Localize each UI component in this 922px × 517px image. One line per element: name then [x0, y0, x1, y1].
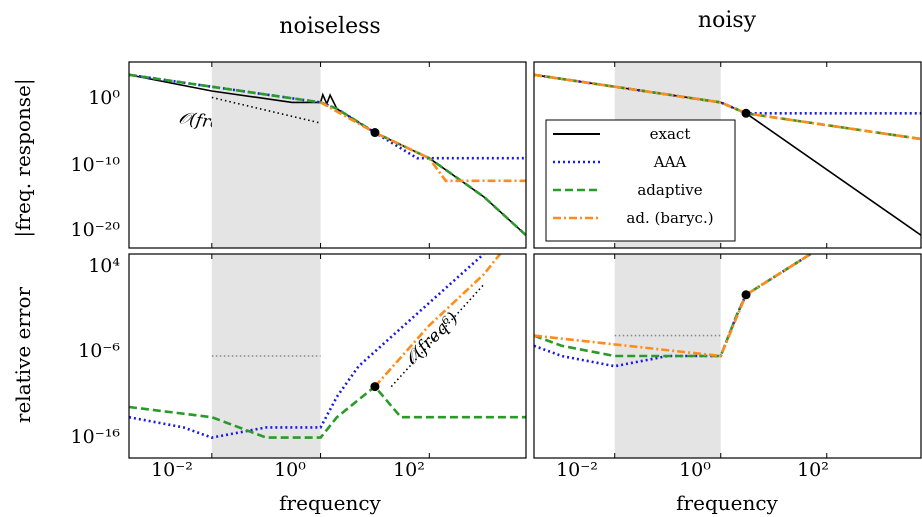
- legend-box: [545, 119, 736, 242]
- series-aaa-2: [129, 254, 485, 439]
- series-ad-baryc-2: [373, 254, 502, 388]
- panel-frame-0: [128, 61, 527, 249]
- series-ad-baryc-3: [534, 254, 813, 358]
- series-exact-0: [129, 74, 526, 236]
- slope-annotation-bottom: 𝒪(freq⁶): [401, 309, 462, 370]
- series-adaptive-0: [129, 73, 526, 237]
- legend-label-exact: exact: [650, 125, 691, 143]
- y-axis-label-top: |freq. response|: [11, 78, 36, 237]
- legend: exact AAA adaptive ad. (baryc.): [545, 119, 736, 242]
- series-adaptive-3: [534, 254, 813, 358]
- column-title-noisy: noisy: [698, 8, 757, 33]
- y-tick-top-2: 10⁻¹⁰: [71, 154, 121, 176]
- x-axis-label-right: frequency: [676, 491, 778, 515]
- series-ad-baryc-1: [534, 73, 921, 141]
- x-tick-left-2: 10⁰: [274, 459, 306, 481]
- panels: [128, 61, 922, 459]
- series-adaptive-2: [129, 384, 526, 439]
- series-aaa-1: [534, 73, 921, 115]
- panel-frame-3: [533, 253, 922, 459]
- x-tick-right-2: 10⁰: [679, 459, 711, 481]
- legend-label-aaa: AAA: [653, 153, 687, 171]
- reference-line-0: [211, 96, 321, 124]
- series-ad-baryc-0: [319, 101, 526, 183]
- legend-label-adaptive: adaptive: [637, 181, 702, 199]
- x-tick-right-3: 10²: [797, 459, 829, 481]
- marker-dot-0: [370, 128, 380, 138]
- marker-dot-1: [741, 108, 751, 118]
- x-tick-left-1: 10⁻²: [151, 459, 193, 481]
- series-exact-1: [534, 74, 921, 236]
- y-tick-bottom-1: 10⁴: [88, 255, 120, 277]
- legend-label-baryc: ad. (baryc.): [626, 209, 713, 227]
- y-axis-label-bottom: relative error: [11, 286, 35, 423]
- panel-frame-2: [128, 253, 527, 459]
- x-tick-right-1: 10⁻²: [556, 459, 598, 481]
- panel-frame-1: [533, 61, 922, 249]
- marker-dot-2: [370, 382, 380, 392]
- reference-line-2: [390, 284, 485, 388]
- y-tick-top-1: 10⁰: [88, 87, 120, 109]
- x-axis-label-left: frequency: [279, 491, 381, 515]
- column-title-noiseless: noiseless: [279, 14, 380, 39]
- marker-dot-3: [741, 290, 751, 300]
- x-tick-left-3: 10²: [393, 459, 425, 481]
- y-tick-top-3: 10⁻²⁰: [71, 219, 121, 241]
- y-tick-bottom-3: 10⁻¹⁶: [71, 426, 121, 448]
- y-tick-bottom-2: 10⁻⁶: [78, 340, 120, 362]
